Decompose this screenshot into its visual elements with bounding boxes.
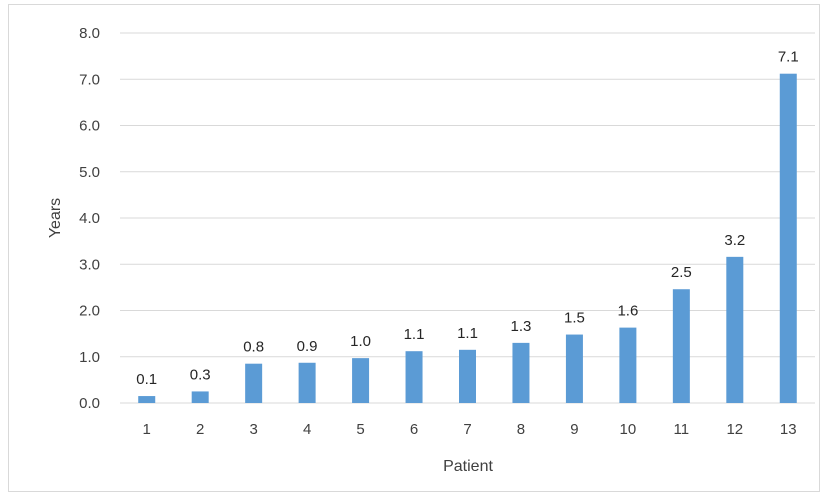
y-tick-label: 1.0 [79, 349, 100, 366]
data-label-patient-12: 3.2 [724, 232, 745, 249]
bar-patient-9 [565, 334, 583, 403]
data-label-patient-2: 0.3 [190, 366, 211, 383]
bar-patient-13 [779, 73, 797, 403]
x-tick-label: 1 [143, 421, 151, 438]
data-labels: 0.1 0.3 0.8 0.9 1.0 1.1 1.1 1.3 1.5 1.6 2.5 3.2 7.1 [136, 49, 798, 388]
x-tick-label: 3 [249, 421, 257, 438]
x-tick-label: 4 [303, 421, 311, 438]
x-tick-label: 2 [196, 421, 204, 438]
x-tick-label: 6 [410, 421, 418, 438]
data-label-patient-4: 0.9 [297, 338, 318, 355]
bars [138, 73, 797, 403]
y-tick-label: 5.0 [79, 164, 100, 181]
x-axis-ticks: 1 2 3 4 5 6 7 8 9 10 11 12 13 [143, 421, 797, 438]
data-label-patient-5: 1.0 [350, 333, 371, 350]
bar-patient-7 [459, 349, 476, 403]
bar-patient-5 [352, 358, 370, 403]
data-label-patient-6: 1.1 [404, 326, 425, 343]
data-label-patient-13: 7.1 [778, 49, 799, 66]
y-tick-label: 4.0 [79, 210, 100, 227]
bar-patient-1 [138, 396, 156, 403]
bar-patient-4 [298, 362, 316, 403]
data-label-patient-10: 1.6 [617, 303, 638, 320]
x-axis-title: Patient [443, 458, 493, 475]
x-tick-label: 8 [517, 421, 525, 438]
data-label-patient-9: 1.5 [564, 310, 585, 327]
data-label-patient-8: 1.3 [511, 318, 532, 335]
x-tick-label: 12 [726, 421, 743, 438]
data-label-patient-1: 0.1 [136, 371, 157, 388]
y-tick-label: 8.0 [79, 25, 100, 42]
x-tick-label: 10 [620, 421, 637, 438]
y-tick-label: 2.0 [79, 303, 100, 320]
y-axis-ticks: 0.0 1.0 2.0 3.0 4.0 5.0 6.0 7.0 8.0 [79, 25, 100, 412]
bar-patient-10 [619, 327, 637, 403]
bar-patient-8 [512, 342, 530, 403]
y-tick-label: 0.0 [79, 395, 100, 412]
x-tick-label: 9 [570, 421, 578, 438]
bar-patient-2 [191, 391, 209, 403]
x-tick-label: 13 [780, 421, 797, 438]
bar-patient-6 [405, 351, 423, 403]
data-label-patient-11: 2.5 [671, 264, 692, 281]
y-tick-label: 6.0 [79, 118, 100, 135]
x-tick-label: 7 [463, 421, 471, 438]
x-tick-label: 11 [674, 421, 690, 438]
x-tick-label: 5 [356, 421, 364, 438]
y-axis-title: Years [47, 198, 64, 238]
bar-patient-3 [245, 363, 263, 403]
y-tick-label: 7.0 [79, 71, 100, 88]
y-tick-label: 3.0 [79, 256, 100, 273]
bar-patient-12 [726, 256, 744, 403]
data-label-patient-7: 1.1 [457, 325, 478, 342]
gridlines [120, 32, 815, 404]
data-label-patient-3: 0.8 [243, 339, 264, 356]
bar-patient-11 [672, 289, 690, 403]
chart-frame [8, 4, 820, 492]
